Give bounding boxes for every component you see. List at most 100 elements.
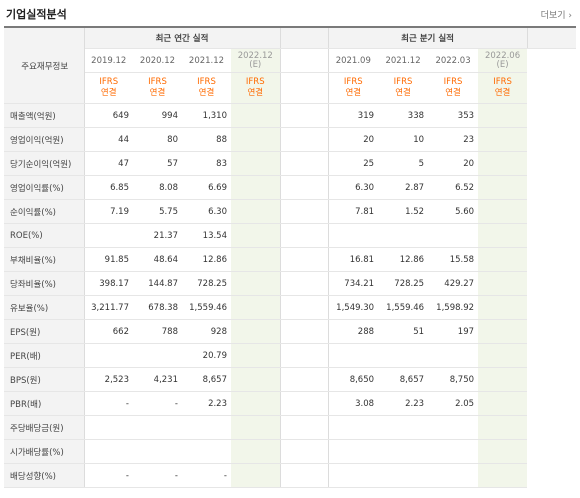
annual-value-cell: - (84, 463, 133, 488)
quarterly-group-header: 최근 분기 실적 (327, 26, 528, 49)
quarterly-value-cell (428, 463, 479, 488)
gap-cell (279, 367, 329, 392)
annual-value-cell (231, 391, 281, 416)
ifrs-text: IFRS (343, 77, 363, 87)
metric-label: 부채비율(%) (4, 247, 85, 272)
gap-cell (279, 247, 329, 272)
metric-label: 순이익률(%) (4, 199, 85, 224)
annual-value-cell: 20.79 (182, 343, 231, 368)
quarterly-value-cell: 8,657 (378, 367, 429, 392)
table-body: 매출액(억원) 649 994 1,310 319 338 353 영업이익(억원) 44 80 8… (4, 103, 576, 488)
annual-value-cell: 994 (133, 103, 182, 128)
gap-cell (279, 223, 329, 248)
quarterly-value-cell (428, 439, 479, 464)
period-row: 2019.12 2020.12 2021.12 2022.12 (E) 2021.09 20… (4, 48, 576, 73)
period-date: 2022.06 (484, 50, 521, 61)
consolidated-text: 연결 (100, 88, 117, 98)
period-date: 2019.12 (91, 55, 127, 66)
quarterly-value-cell (378, 223, 429, 248)
annual-value-cell: 7.19 (84, 199, 133, 224)
annual-value-cell (133, 343, 182, 368)
annual-value-cell: - (84, 391, 133, 416)
metric-label: 영업이익(억원) (4, 127, 85, 152)
metric-label: 당좌비율(%) (4, 271, 85, 296)
period-label: 2019.12 (84, 48, 133, 73)
quarterly-value-cell (378, 415, 429, 440)
annual-value-cell (231, 415, 281, 440)
quarterly-value-cell: 288 (328, 319, 379, 344)
period-date: 2021.12 (385, 55, 421, 66)
quarterly-value-cell: 2.05 (428, 391, 479, 416)
annual-value-cell (84, 415, 133, 440)
annual-value-cell: 1,559.46 (182, 295, 231, 320)
quarterly-value-cell: 1,598.92 (428, 295, 479, 320)
quarterly-value-cell: 20 (428, 151, 479, 176)
table-row: 당좌비율(%) 398.17 144.87 728.25 734.21 728.25 429… (4, 271, 576, 296)
gap-cell (279, 127, 329, 152)
ifrs-label: IFRS 연결 (328, 72, 379, 104)
metric-label: PER(배) (4, 343, 85, 368)
annual-value-cell (84, 343, 133, 368)
gap-cell (279, 439, 329, 464)
annual-value-cell (231, 223, 281, 248)
quarterly-value-cell (328, 463, 379, 488)
period-label: 2022.12 (E) (231, 48, 281, 73)
annual-value-cell (231, 367, 281, 392)
table-row: PER(배) 20.79 (4, 343, 576, 368)
ifrs-label: IFRS 연결 (84, 72, 133, 104)
annual-value-cell: 788 (133, 319, 182, 344)
more-link[interactable]: 더보기 › (541, 8, 572, 21)
table-row: BPS(원) 2,523 4,231 8,657 8,650 8,657 8,750 (4, 367, 576, 392)
annual-value-cell: 662 (84, 319, 133, 344)
annual-value-cell (231, 127, 281, 152)
table-row: 시가배당률(%) (4, 439, 576, 464)
annual-value-cell (133, 439, 182, 464)
gap-cell (279, 463, 329, 488)
period-date: 2022.12 (237, 50, 273, 61)
period-date: 2022.03 (435, 55, 471, 66)
ifrs-row: IFRS 연결 IFRS 연결 IFRS 연결 IFRS 연결 IFRS 연결 IFRS 연결 IFRS… (4, 72, 576, 104)
quarterly-value-cell: 6.30 (328, 175, 379, 200)
ifrs-text: IFRS (197, 77, 216, 87)
quarterly-value-cell: 353 (428, 103, 479, 128)
annual-value-cell: 12.86 (182, 247, 231, 272)
consolidated-text: 연결 (198, 88, 215, 98)
gap-cell (279, 319, 329, 344)
annual-value-cell: 8,657 (182, 367, 231, 392)
quarterly-spacer (526, 26, 577, 49)
quarterly-value-cell: 3.08 (328, 391, 379, 416)
quarterly-value-cell: 20 (328, 127, 379, 152)
quarterly-value-cell: 734.21 (328, 271, 379, 296)
ifrs-text: IFRS (148, 77, 167, 87)
chevron-right-icon: › (568, 11, 572, 21)
metric-label: 시가배당률(%) (4, 439, 85, 464)
ifrs-text: IFRS (245, 77, 265, 87)
annual-value-cell: 144.87 (133, 271, 182, 296)
quarterly-value-cell: 1,549.30 (328, 295, 379, 320)
annual-value-cell: 1,310 (182, 103, 231, 128)
period-label: 2021.09 (328, 48, 379, 73)
metric-label: 주당배당금(원) (4, 415, 85, 440)
consolidated-text: 연결 (247, 88, 264, 98)
consolidated-text: 연결 (494, 88, 511, 98)
quarterly-value-cell: 7.81 (328, 199, 379, 224)
consolidated-text: 연결 (345, 88, 362, 98)
quarterly-value-cell: 8,750 (428, 367, 479, 392)
consolidated-text: 연결 (395, 88, 411, 98)
ifrs-text: IFRS (443, 77, 463, 87)
quarterly-value-cell: 5.60 (428, 199, 479, 224)
quarterly-value-cell (478, 103, 528, 128)
gap-cell (279, 103, 329, 128)
annual-value-cell (182, 439, 231, 464)
table-row: 순이익률(%) 7.19 5.75 6.30 7.81 1.52 5.60 (4, 199, 576, 224)
annual-value-cell (231, 319, 281, 344)
quarterly-value-cell: 728.25 (378, 271, 429, 296)
more-link-label: 더보기 (540, 11, 566, 21)
quarterly-value-cell: 12.86 (378, 247, 429, 272)
annual-value-cell: 6.69 (182, 175, 231, 200)
period-date: 2020.12 (139, 55, 176, 66)
quarterly-value-cell (478, 391, 528, 416)
annual-value-cell (182, 415, 231, 440)
table-row: 유보율(%) 3,211.77 678.38 1,559.46 1,549.30 1,55… (4, 295, 576, 320)
annual-value-cell (231, 103, 281, 128)
